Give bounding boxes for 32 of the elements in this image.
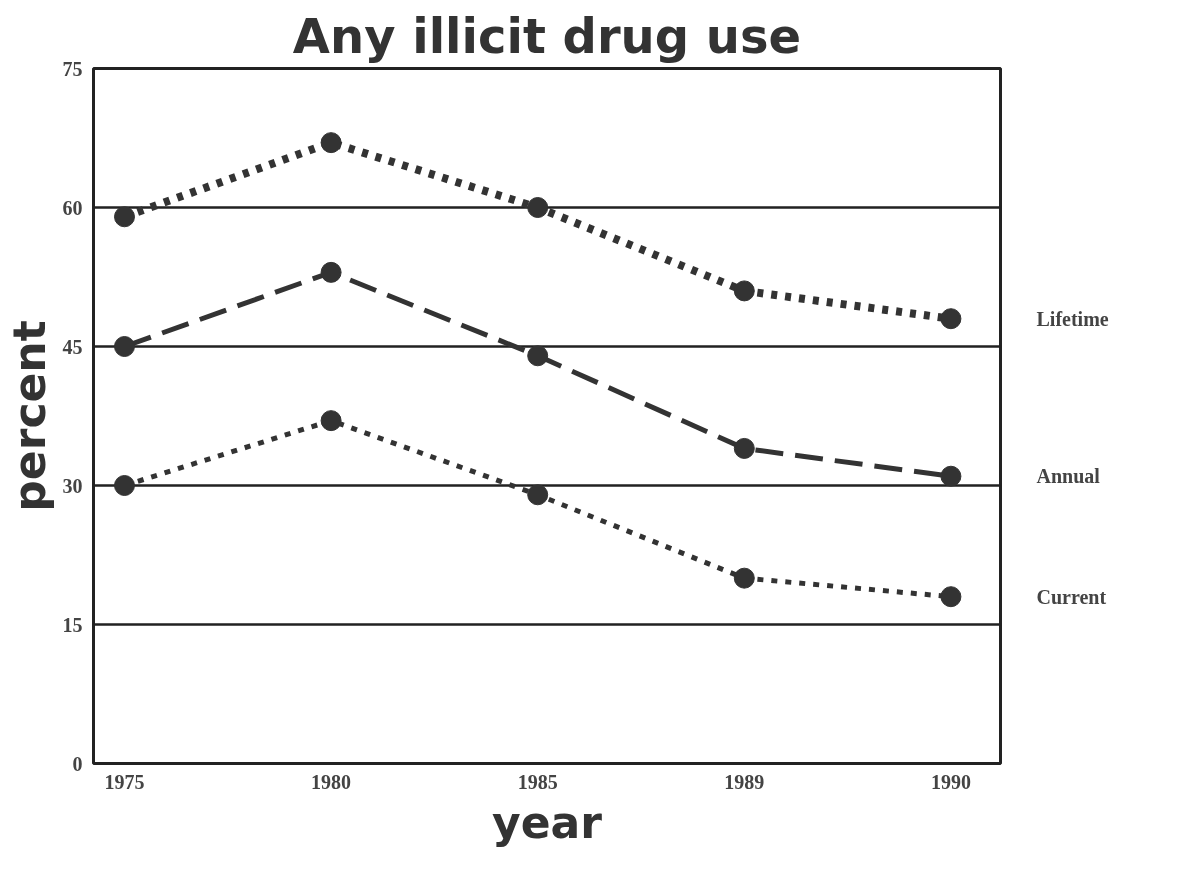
- point: [940, 586, 962, 608]
- y-tick-label: 30: [62, 474, 83, 497]
- y-tick-label: 0: [72, 752, 83, 775]
- chart-title: Any illicit drug use: [292, 7, 802, 64]
- point: [113, 206, 135, 228]
- point: [320, 410, 342, 432]
- point: [320, 261, 342, 283]
- x-tick-label: 1975: [104, 770, 145, 793]
- point: [940, 465, 962, 487]
- y-axis-title: percent: [3, 320, 55, 512]
- x-tick-label: 1985: [517, 770, 558, 793]
- point: [527, 484, 549, 506]
- x-axis-title: year: [492, 796, 603, 848]
- y-tick-label: 45: [62, 335, 83, 358]
- point: [940, 308, 962, 330]
- point: [527, 345, 549, 367]
- point: [733, 567, 755, 589]
- point: [113, 475, 135, 496]
- text: Current: [1036, 585, 1107, 608]
- point: [113, 336, 135, 357]
- x-tick-label: 1980: [311, 770, 352, 793]
- text: Lifetime: [1036, 307, 1109, 330]
- x-tick-label: 1990: [930, 770, 971, 793]
- point: [320, 132, 342, 154]
- point: [733, 280, 755, 302]
- text: Annual: [1036, 465, 1101, 488]
- y-tick-label: 60: [62, 196, 83, 219]
- x-tick-label: 1989: [724, 770, 765, 793]
- y-tick-label: 75: [62, 57, 83, 80]
- y-tick-label: 15: [62, 613, 83, 636]
- point: [733, 437, 755, 459]
- point: [527, 197, 549, 218]
